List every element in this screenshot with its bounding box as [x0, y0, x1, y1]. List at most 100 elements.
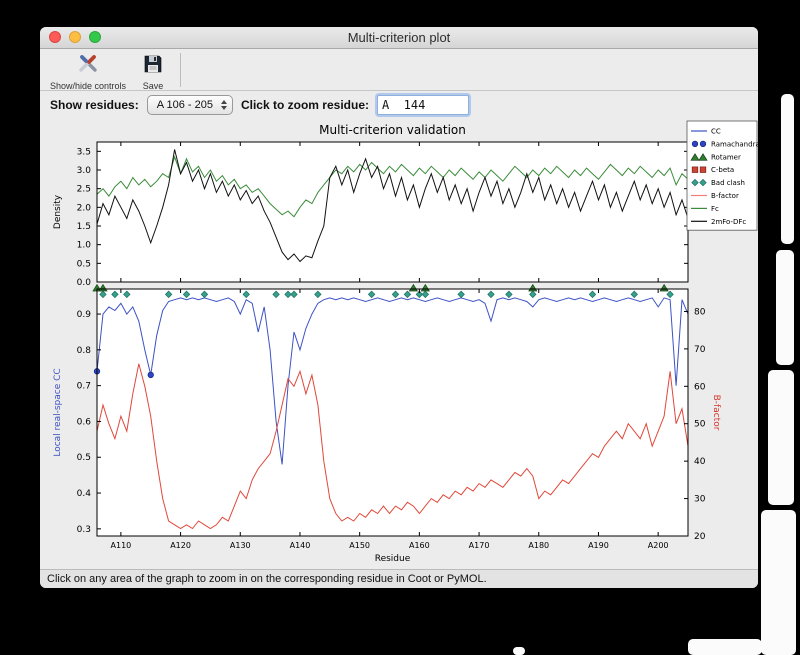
legend-entry-label: C-beta: [711, 166, 734, 174]
svg-text:60: 60: [694, 382, 706, 392]
bad-clash-marker: [367, 290, 376, 299]
multi-criterion-plot-window: Multi-criterion plot Show/hide controls: [40, 27, 758, 588]
cc-series-line: [96, 297, 689, 465]
svg-text:1.0: 1.0: [77, 241, 92, 251]
rotamer-marker: [659, 283, 669, 292]
bad-clash-marker: [99, 290, 107, 299]
show-residues-label: Show residues:: [50, 98, 139, 112]
bad-clash-marker: [242, 290, 250, 299]
legend-entry-label: Bad clash: [711, 179, 745, 187]
legend-entry-label: Fc: [711, 205, 719, 213]
svg-text:A190: A190: [588, 541, 609, 550]
2mfo-dfc-series-line: [96, 149, 689, 263]
density-axis-label: Density: [53, 194, 63, 229]
zoom-residue-input[interactable]: [377, 95, 469, 115]
svg-text:0.7: 0.7: [77, 382, 91, 392]
minimize-button[interactable]: [69, 31, 81, 43]
screen-tear-artifact: [781, 94, 794, 244]
svg-text:A140: A140: [290, 541, 311, 550]
screen-tear-artifact: [513, 647, 525, 655]
bad-clash-marker: [284, 290, 292, 299]
c-beta-marker: [691, 166, 699, 173]
rotamer-marker: [690, 153, 700, 161]
save-button[interactable]: Save: [138, 51, 168, 91]
fc-series-line: [96, 155, 689, 218]
svg-text:2.5: 2.5: [77, 185, 91, 195]
svg-text:1.5: 1.5: [77, 222, 91, 232]
svg-text:A200: A200: [648, 541, 669, 550]
bad-clash-marker: [487, 290, 495, 299]
controls-row: Show residues: A 106 - 205 Click to zoom…: [40, 91, 758, 119]
zoom-residue-label: Click to zoom residue:: [240, 98, 369, 112]
rotamer-marker: [528, 283, 538, 292]
toolbar: Show/hide controls Save: [40, 49, 758, 91]
bad-clash-marker: [290, 290, 298, 299]
b-factor-axis-label: B-factor: [711, 395, 721, 431]
stepper-arrows-icon: [220, 100, 227, 110]
b-factor-series-line: [96, 363, 689, 530]
svg-text:40: 40: [694, 457, 706, 467]
rotamer-marker: [98, 283, 108, 292]
bad-clash-marker: [272, 290, 280, 299]
chart-legend: [686, 120, 758, 231]
svg-text:0.9: 0.9: [77, 310, 92, 320]
show-hide-controls-button[interactable]: Show/hide controls: [46, 51, 130, 91]
bad-clash-marker: [164, 290, 173, 299]
screen-tear-artifact: [776, 250, 794, 365]
svg-text:3.5: 3.5: [77, 147, 91, 157]
svg-text:0.0: 0.0: [77, 278, 92, 288]
screen-tear-artifact: [768, 370, 794, 505]
legend-entry-label: CC: [711, 128, 721, 136]
show-residues-value: A 106 - 205: [156, 99, 213, 111]
bad-clash-marker: [182, 290, 191, 299]
plot-canvas[interactable]: 0.0 0.5 1.0 1.5 2.0 2.5 3.0 3.5 0.3 0.4 0.5 0.6 0.7 0…: [40, 119, 758, 569]
svg-text:0.4: 0.4: [77, 489, 92, 499]
svg-text:A150: A150: [349, 541, 370, 550]
toolbar-separator: [180, 53, 182, 87]
show-residues-select[interactable]: A 106 - 205: [146, 95, 233, 115]
bad-clash-marker: [123, 290, 131, 299]
rotamer-marker: [408, 283, 419, 292]
svg-text:20: 20: [694, 532, 706, 542]
bad-clash-marker: [588, 290, 597, 299]
svg-text:70: 70: [694, 345, 706, 355]
svg-text:2.0: 2.0: [77, 203, 92, 213]
tool-label: Save: [142, 81, 164, 91]
svg-text:A120: A120: [170, 541, 191, 550]
close-button[interactable]: [49, 31, 61, 43]
ramachandran-marker: [147, 371, 154, 379]
svg-text:A110: A110: [111, 541, 132, 550]
svg-text:30: 30: [694, 495, 706, 505]
svg-text:A160: A160: [409, 541, 430, 550]
svg-text:0.5: 0.5: [77, 259, 91, 269]
ramachandran-marker: [699, 140, 707, 148]
c-beta-marker: [699, 166, 707, 173]
bad-clash-marker: [666, 290, 674, 299]
tools-icon: [77, 53, 99, 80]
bad-clash-marker: [699, 178, 707, 187]
svg-text:0.6: 0.6: [77, 417, 92, 427]
bad-clash-marker: [111, 290, 119, 299]
bad-clash-marker: [314, 290, 322, 299]
status-bar: Click on any area of the graph to zoom i…: [40, 569, 758, 588]
traffic-lights: [49, 31, 101, 43]
svg-text:3.0: 3.0: [77, 166, 92, 176]
tool-label: Show/hide controls: [50, 81, 127, 91]
multi-criterion-chart[interactable]: 0.0 0.5 1.0 1.5 2.0 2.5 3.0 3.5 0.3 0.4 0.5 0.6 0.7 0…: [40, 119, 758, 569]
ramachandran-marker: [691, 140, 699, 148]
save-icon: [142, 53, 164, 80]
window-titlebar[interactable]: Multi-criterion plot: [40, 27, 758, 49]
zoom-window-button[interactable]: [89, 31, 101, 43]
bad-clash-marker: [529, 290, 537, 299]
legend-entry-label: Rotamer: [711, 153, 741, 161]
svg-text:0.5: 0.5: [77, 453, 91, 463]
bad-clash-marker: [630, 290, 638, 299]
bad-clash-marker: [403, 290, 412, 299]
screen-tear-artifact: [761, 510, 796, 655]
svg-text:A170: A170: [469, 541, 490, 550]
bad-clash-marker: [200, 290, 209, 299]
screen-tear-artifact: [688, 639, 762, 655]
svg-text:50: 50: [694, 420, 706, 430]
svg-text:80: 80: [694, 307, 706, 317]
bad-clash-marker: [505, 290, 513, 299]
